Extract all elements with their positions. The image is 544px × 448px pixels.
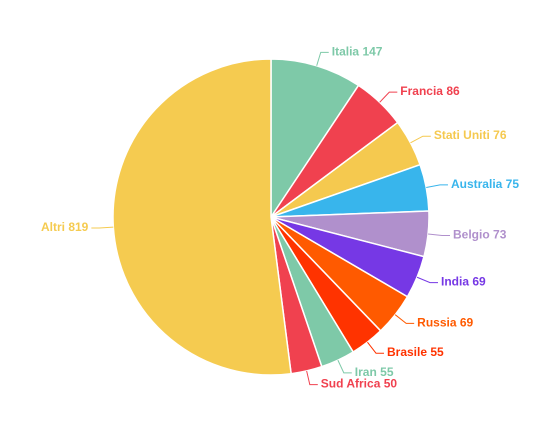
leader-line — [394, 314, 415, 324]
label-value: 819 — [68, 220, 88, 234]
label-name: Francia — [400, 84, 443, 98]
leader-line — [306, 370, 318, 386]
label-value: 69 — [460, 316, 474, 330]
label-name: Belgio — [453, 228, 490, 242]
label-name: Sud Africa — [321, 377, 381, 391]
pie-slice — [270, 58, 360, 220]
label-value: 147 — [362, 45, 382, 59]
leader-line — [316, 51, 329, 66]
label-name: Altri — [41, 220, 65, 234]
leader-line — [91, 226, 114, 229]
data-label: Altri 819 — [41, 220, 89, 234]
pie-slice — [112, 58, 292, 376]
data-label: Sud Africa 50 — [321, 377, 398, 391]
data-label: India 69 — [441, 275, 486, 289]
leader-line — [367, 341, 385, 354]
label-value: 55 — [380, 365, 394, 379]
label-name: India — [441, 275, 469, 289]
label-value: 69 — [472, 275, 486, 289]
leader-line — [426, 184, 448, 189]
leader-line — [416, 276, 439, 284]
label-value: 76 — [493, 128, 507, 142]
label-name: Russia — [417, 316, 457, 330]
leader-line — [337, 359, 352, 374]
leader-line — [410, 135, 431, 144]
data-label: Belgio 73 — [453, 228, 507, 242]
label-name: Iran — [355, 365, 377, 379]
leader-line — [428, 233, 451, 237]
label-value: 50 — [384, 377, 398, 391]
data-label: Italia 147 — [332, 45, 383, 59]
data-label: Brasile 55 — [387, 345, 444, 359]
label-value: 73 — [493, 228, 507, 242]
data-label: Australia 75 — [451, 177, 519, 191]
data-label: Francia 86 — [400, 84, 460, 98]
label-name: Brasile — [387, 345, 427, 359]
label-value: 86 — [446, 84, 460, 98]
data-label: Stati Uniti 76 — [434, 128, 507, 142]
label-name: Stati Uniti — [434, 128, 490, 142]
label-value: 75 — [506, 177, 520, 191]
label-value: 55 — [430, 345, 444, 359]
data-label: Russia 69 — [417, 316, 473, 330]
label-name: Italia — [332, 45, 360, 59]
data-label: Iran 55 — [355, 365, 394, 379]
label-name: Australia — [451, 177, 503, 191]
leader-line — [379, 91, 398, 103]
